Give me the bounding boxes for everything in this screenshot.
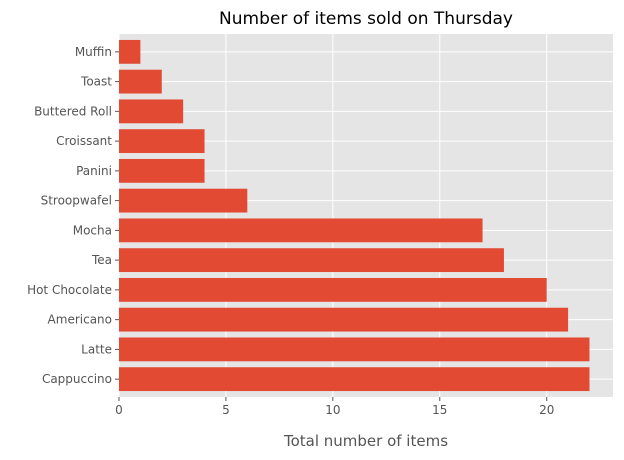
y-tick-label: Cappuccino: [42, 372, 112, 386]
bar-croissant: [119, 129, 205, 154]
x-tick-label: 0: [115, 403, 123, 417]
y-tick-label: Latte: [81, 342, 112, 356]
y-axis-ticks: Cappuccino Latte Americano Hot Chocolate Tea…: [27, 45, 119, 386]
y-tick-label: Tea: [91, 253, 112, 267]
x-tick-label: 10: [325, 403, 340, 417]
y-tick-label: Panini: [76, 164, 112, 178]
y-tick-label: Buttered Roll: [34, 104, 112, 118]
x-axis-label: Total number of items: [283, 432, 448, 450]
bar-hot-chocolate: [119, 277, 547, 302]
chart-title: Number of items sold on Thursday: [219, 9, 513, 29]
y-tick-label: Stroopwafel: [41, 194, 112, 208]
y-tick-label: Americano: [48, 313, 112, 327]
bar-panini: [119, 158, 205, 183]
x-axis-ticks: 0 5 10 15 20: [115, 397, 554, 417]
bar-toast: [119, 69, 162, 94]
bar-latte: [119, 337, 590, 362]
y-tick-label: Muffin: [75, 45, 112, 59]
y-tick-label: Toast: [80, 75, 112, 89]
y-tick-label: Croissant: [56, 134, 112, 148]
plot-area: [119, 34, 613, 397]
bar-buttered-roll: [119, 99, 184, 124]
x-tick-label: 20: [539, 403, 554, 417]
bar-mocha: [119, 218, 483, 243]
bar-americano: [119, 307, 569, 332]
y-tick-label: Mocha: [73, 223, 112, 237]
bars: [119, 39, 590, 392]
x-tick-label: 5: [222, 403, 230, 417]
bar-stroopwafel: [119, 188, 248, 213]
x-tick-label: 15: [432, 403, 447, 417]
bar-cappuccino: [119, 367, 590, 392]
y-tick-label: Hot Chocolate: [27, 283, 112, 297]
bar-tea: [119, 248, 504, 273]
bar-muffin: [119, 39, 141, 64]
